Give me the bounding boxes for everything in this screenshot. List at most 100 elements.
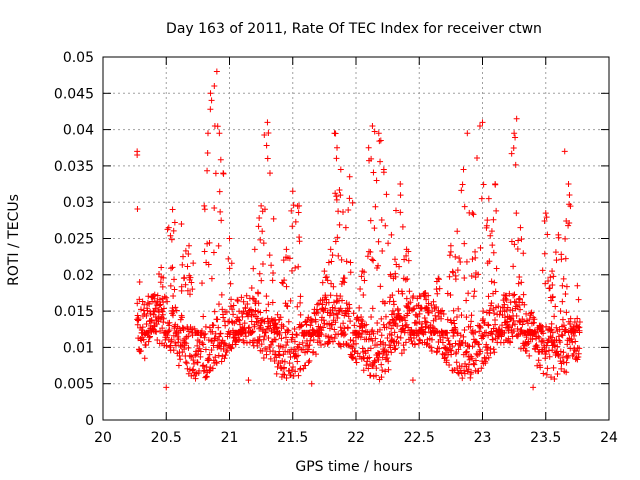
data-point <box>190 372 197 379</box>
data-point <box>520 291 527 298</box>
data-point <box>182 359 189 366</box>
data-point <box>350 337 357 344</box>
data-point <box>352 355 359 362</box>
data-point <box>402 339 409 346</box>
data-point <box>210 322 217 329</box>
data-point <box>200 331 207 338</box>
data-point <box>286 255 293 262</box>
data-point <box>184 287 191 294</box>
data-point <box>460 166 467 173</box>
data-point <box>455 305 462 312</box>
data-point <box>368 313 375 320</box>
data-point <box>483 222 490 229</box>
x-tick-label: 22 <box>347 430 365 446</box>
data-point <box>325 299 332 306</box>
data-point <box>423 319 430 326</box>
axes <box>102 56 610 421</box>
data-point <box>378 315 385 322</box>
data-point <box>480 333 487 340</box>
data-point <box>331 326 338 333</box>
data-point <box>178 314 185 321</box>
data-point <box>438 315 445 322</box>
data-point <box>373 365 380 372</box>
data-point <box>354 314 361 321</box>
data-point <box>215 324 222 331</box>
data-point <box>216 188 223 195</box>
data-point <box>221 340 228 347</box>
data-point <box>185 333 192 340</box>
data-point <box>246 307 253 314</box>
data-point <box>307 322 314 329</box>
data-point <box>227 280 234 287</box>
data-point <box>517 345 524 352</box>
data-point <box>175 336 182 343</box>
data-point <box>144 307 151 314</box>
data-point <box>134 321 141 328</box>
x-tick-label: 23.5 <box>530 430 561 446</box>
data-point <box>200 341 207 348</box>
data-point <box>537 364 544 371</box>
data-point <box>214 316 221 323</box>
data-point <box>378 332 385 339</box>
data-point <box>363 362 370 369</box>
data-point <box>542 280 549 287</box>
data-point <box>493 265 500 272</box>
data-point <box>188 372 195 379</box>
data-point <box>154 336 161 343</box>
data-point <box>538 338 545 345</box>
data-point <box>553 324 560 331</box>
data-point <box>201 202 208 209</box>
data-point <box>330 283 337 290</box>
data-point <box>514 246 521 253</box>
data-point <box>267 341 274 348</box>
data-point <box>235 316 242 323</box>
data-point <box>401 256 408 263</box>
data-point <box>377 158 384 165</box>
data-point <box>339 297 346 304</box>
data-point <box>320 324 327 331</box>
data-point <box>542 210 549 217</box>
data-point <box>295 352 301 359</box>
data-point <box>416 318 423 325</box>
data-point <box>475 271 482 278</box>
data-point <box>186 242 193 249</box>
data-point <box>550 273 557 280</box>
data-point <box>293 331 300 338</box>
data-point <box>227 344 234 351</box>
data-point <box>227 303 234 310</box>
data-point <box>463 258 470 265</box>
data-point <box>555 353 562 360</box>
data-point <box>282 334 289 341</box>
data-point <box>181 274 188 281</box>
data-point <box>178 283 185 290</box>
data-point <box>256 214 263 221</box>
data-point <box>259 228 266 235</box>
data-point <box>488 278 495 285</box>
data-point <box>340 208 347 215</box>
data-point <box>444 335 451 342</box>
data-point <box>190 357 197 364</box>
data-point <box>327 246 334 253</box>
data-point <box>179 261 186 268</box>
data-point <box>421 315 428 322</box>
data-point <box>199 340 206 347</box>
data-point <box>409 377 416 384</box>
data-point <box>325 259 332 266</box>
data-point <box>399 223 406 230</box>
data-point <box>346 195 353 202</box>
data-point <box>176 352 183 359</box>
data-point <box>279 344 286 351</box>
data-point <box>334 234 341 241</box>
data-point <box>488 228 495 235</box>
data-point <box>201 334 208 341</box>
data-point <box>243 292 250 299</box>
data-point <box>194 342 201 349</box>
data-point <box>274 311 281 318</box>
data-point <box>168 265 175 272</box>
data-point <box>529 336 536 343</box>
data-point <box>446 273 453 280</box>
data-point <box>565 222 572 229</box>
data-point <box>382 368 389 375</box>
data-point <box>354 350 361 357</box>
data-point <box>289 223 296 230</box>
